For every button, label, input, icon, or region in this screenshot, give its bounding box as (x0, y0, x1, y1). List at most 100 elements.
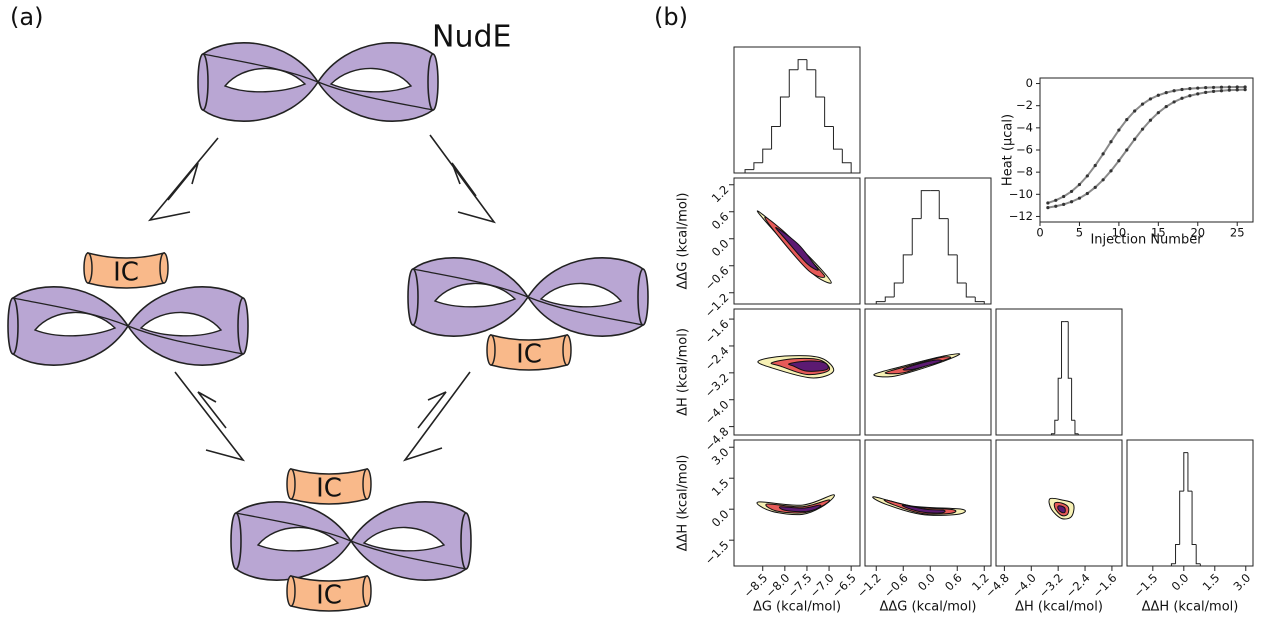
y-axis-label: Heat (μcal) (1001, 114, 1016, 186)
histogram-bin (816, 70, 825, 97)
axes-frame (996, 309, 1122, 435)
data-point (1070, 200, 1073, 203)
histogram-bin (754, 163, 763, 170)
histogram-bin (903, 255, 912, 283)
data-point (1125, 118, 1128, 121)
histogram-bin (745, 170, 754, 173)
ic-label: IC (113, 258, 139, 288)
histogram-bin (957, 255, 966, 283)
data-point (1173, 100, 1176, 103)
x-axis-label: ΔΔG (kcal/mol) (880, 600, 977, 615)
data-point (1046, 201, 1049, 204)
ic-label: IC (516, 340, 542, 370)
data-point (1086, 192, 1089, 195)
x-tick-label: −1.6 (1090, 571, 1120, 601)
x-tick-label: −0.6 (881, 571, 911, 601)
panel-label: (b) (654, 3, 688, 31)
equilibrium-arrow (452, 163, 476, 196)
histogram-bin (975, 297, 984, 304)
data-point (1054, 199, 1057, 202)
x-tick-label: −4.0 (1009, 571, 1039, 601)
x-tick-label: 0.0 (1169, 571, 1192, 594)
x-tick-label: −1.2 (854, 571, 884, 601)
x-tick-label: −3.2 (1036, 571, 1066, 601)
x-axis-label: ΔG (kcal/mol) (753, 600, 841, 615)
data-point (1086, 174, 1089, 177)
axes-frame (1127, 440, 1253, 566)
data-point (1220, 89, 1223, 92)
x-tick-label: −4.8 (982, 571, 1012, 601)
y-tick-label: −2.4 (702, 344, 732, 374)
y-tick-label: −12 (1009, 209, 1033, 223)
histogram-bin (763, 149, 772, 163)
equilibrium-arrow (175, 372, 243, 460)
x-tick-label: −7.0 (807, 571, 837, 601)
nude-dimer (8, 287, 248, 365)
fit-line (1048, 90, 1245, 208)
data-point (1204, 86, 1207, 89)
histogram-bin (939, 191, 948, 219)
data-point (1236, 85, 1239, 88)
figure: (a) NudE IC IC IC IC (b) −8.5−8.0−7.5−7.… (0, 0, 1261, 620)
y-tick-label: 0.0 (709, 236, 732, 259)
y-tick-label: −4.0 (702, 397, 732, 427)
data-point (1196, 86, 1199, 89)
histogram-bin (1075, 420, 1078, 434)
axes-frame (734, 47, 860, 173)
data-point (1188, 87, 1191, 90)
page: NudE IC binding figure body { margin: 0;… (0, 0, 1261, 620)
histogram-bin (833, 127, 842, 150)
histogram-bin (966, 283, 975, 297)
histogram-bin (885, 297, 894, 302)
x-axis-label: ΔH (kcal/mol) (1015, 600, 1103, 615)
data-point (1125, 148, 1128, 151)
x-tick-label: −8.0 (763, 571, 793, 601)
histogram-bin (842, 149, 851, 173)
histogram-bin (1188, 453, 1192, 492)
histogram-bin (1072, 378, 1075, 420)
data-point (1196, 92, 1199, 95)
x-tick-label: 0.6 (942, 571, 965, 594)
nude-dimer (408, 258, 648, 336)
histogram-bin (1192, 491, 1196, 544)
y-axis-label: ΔΔG (kcal/mol) (676, 193, 691, 290)
y-tick-label: −10 (1009, 187, 1033, 201)
panel-label: (a) (10, 3, 43, 31)
x-axis-label: ΔΔH (kcal/mol) (1142, 600, 1239, 615)
y-tick-label: −2 (1016, 98, 1033, 112)
y-tick-label: −4 (1016, 120, 1033, 134)
data-point (1054, 205, 1057, 208)
data-point (1220, 86, 1223, 89)
y-tick-label: 0 (1026, 76, 1033, 90)
data-point (1141, 128, 1144, 131)
data-point (1204, 91, 1207, 94)
y-tick-label: −0.6 (702, 263, 732, 293)
data-point (1173, 89, 1176, 92)
x-tick-label: 3.0 (1231, 571, 1254, 594)
data-point (1094, 186, 1097, 189)
data-point (1165, 105, 1168, 108)
x-tick-label: −6.5 (829, 571, 859, 601)
y-tick-label: −6 (1016, 143, 1033, 157)
y-tick-label: 1.5 (709, 476, 732, 499)
y-tick-label: 0.0 (709, 507, 732, 530)
data-point (1109, 140, 1112, 143)
x-tick-label: 0 (1036, 226, 1043, 240)
protein-title: NudE (432, 20, 511, 55)
histogram-bin (912, 219, 921, 255)
data-point (1078, 197, 1081, 200)
data-point (1102, 178, 1105, 181)
axes-frame (865, 178, 991, 304)
data-point (1149, 97, 1152, 100)
histogram-bin (780, 97, 789, 126)
data-point (1149, 119, 1152, 122)
data-point (1117, 159, 1120, 162)
equilibrium-arrow (430, 135, 494, 222)
panel-a: (a) NudE IC IC IC IC (8, 3, 648, 611)
histogram-bin (894, 283, 903, 297)
data-point (1109, 169, 1112, 172)
histogram-bin (807, 60, 816, 70)
histogram-bin (789, 70, 798, 97)
histogram-bin (948, 219, 957, 255)
data-point (1133, 109, 1136, 112)
